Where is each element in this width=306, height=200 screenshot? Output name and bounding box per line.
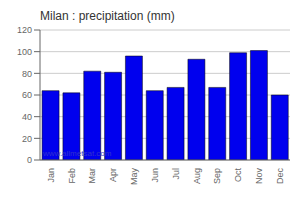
html-text:www.allmetsat.com: www.allmetsat.com	[43, 149, 112, 158]
svg-text:Sep: Sep	[212, 168, 222, 184]
svg-text:Dec: Dec	[275, 168, 285, 185]
svg-text:100: 100	[17, 47, 32, 57]
svg-text:Nov: Nov	[254, 168, 264, 185]
svg-text:Mar: Mar	[87, 168, 97, 184]
svg-text:120: 120	[17, 25, 32, 35]
svg-text:Oct: Oct	[233, 168, 243, 183]
svg-text:Aug: Aug	[192, 168, 202, 184]
svg-text:60: 60	[22, 90, 32, 100]
svg-text:Jan: Jan	[46, 168, 56, 183]
svg-text:Jun: Jun	[150, 168, 160, 183]
svg-text:0: 0	[27, 155, 32, 165]
svg-text:May: May	[129, 168, 139, 186]
svg-text:Feb: Feb	[67, 168, 77, 184]
svg-text:80: 80	[22, 69, 32, 79]
html-text:Milan : precipitation (mm): Milan : precipitation (mm)	[40, 9, 175, 23]
svg-text:20: 20	[22, 134, 32, 144]
svg-text:Apr: Apr	[108, 168, 118, 182]
svg-text:40: 40	[22, 112, 32, 122]
svg-text:Jul: Jul	[171, 168, 181, 180]
